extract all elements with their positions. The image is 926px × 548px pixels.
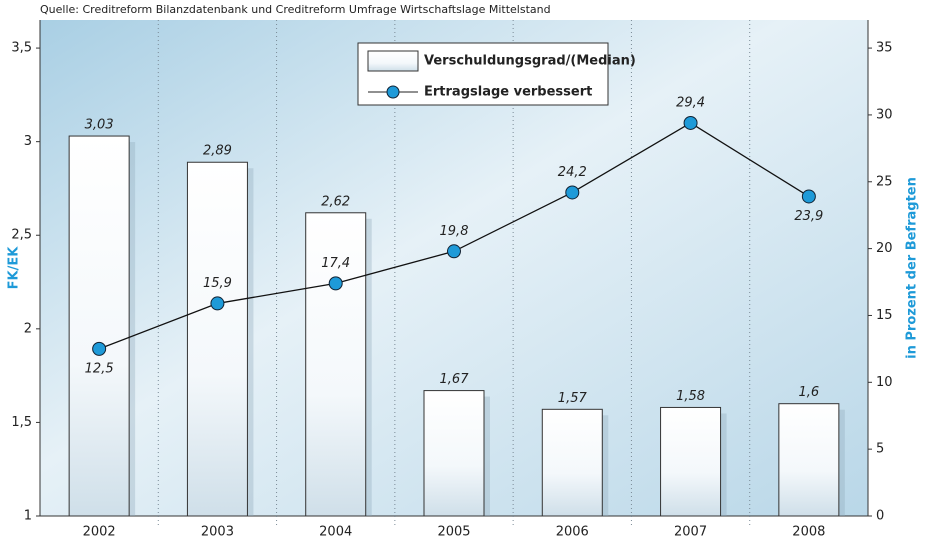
legend-marker <box>387 86 399 98</box>
bar <box>424 391 484 516</box>
y2-tick-label: 20 <box>876 241 893 256</box>
x-tick-label: 2006 <box>556 525 589 540</box>
legend-label: Verschuldungsgrad/(Median) <box>424 54 636 69</box>
y-tick-label: 3,5 <box>11 41 32 56</box>
bar <box>187 162 247 516</box>
line-marker <box>566 186 579 199</box>
bar <box>542 409 602 516</box>
legend-label: Ertragslage verbessert <box>424 85 592 100</box>
y-tick-label: 2 <box>24 321 32 336</box>
y2-tick-label: 15 <box>876 308 893 323</box>
y-axis-title: FK/EK <box>7 246 22 290</box>
y-tick-label: 1 <box>24 509 32 524</box>
legend-bar-swatch <box>368 51 418 71</box>
bar <box>661 407 721 516</box>
line-marker <box>802 190 815 203</box>
bar <box>69 136 129 516</box>
x-tick-label: 2003 <box>201 525 234 540</box>
line-marker <box>684 116 697 129</box>
line-marker <box>211 297 224 310</box>
x-tick-label: 2002 <box>83 525 116 540</box>
chart: Quelle: Creditreform Bilanzdatenbank und… <box>0 0 926 544</box>
line-marker <box>93 342 106 355</box>
line-value-label: 15,9 <box>203 276 232 291</box>
line-marker <box>448 245 461 258</box>
line-value-label: 19,8 <box>440 224 469 239</box>
y-tick-label: 3 <box>24 134 32 149</box>
y2-tick-label: 5 <box>876 442 884 457</box>
line-value-label: 23,9 <box>794 209 823 224</box>
bar-value-label: 1,58 <box>676 389 705 404</box>
bar-value-label: 1,6 <box>799 385 820 400</box>
line-value-label: 24,2 <box>558 165 587 180</box>
x-tick-label: 2004 <box>319 525 352 540</box>
line-value-label: 17,4 <box>321 256 350 271</box>
bar-value-label: 3,03 <box>85 118 114 133</box>
x-tick-label: 2008 <box>792 525 825 540</box>
y2-tick-label: 35 <box>876 41 893 56</box>
y2-tick-label: 0 <box>876 509 884 524</box>
y-tick-label: 1,5 <box>11 415 32 430</box>
y2-tick-label: 10 <box>876 375 893 390</box>
legend: Verschuldungsgrad/(Median) Ertragslage v… <box>358 43 636 105</box>
y-tick-label: 2,5 <box>11 228 32 243</box>
x-tick-label: 2005 <box>437 525 470 540</box>
bar-value-label: 1,67 <box>440 372 470 387</box>
y2-tick-label: 25 <box>876 174 893 189</box>
bar <box>779 404 839 516</box>
bar-value-label: 2,89 <box>203 144 232 159</box>
bar-value-label: 1,57 <box>558 391 588 406</box>
y2-axis-title: in Prozent der Befragten <box>905 177 920 359</box>
y2-tick-label: 30 <box>876 107 893 122</box>
source: Quelle: Creditreform Bilanzdatenbank und… <box>40 3 551 16</box>
line-value-label: 29,4 <box>676 95 705 110</box>
line-value-label: 12,5 <box>85 361 114 376</box>
bar-value-label: 2,62 <box>321 194 350 209</box>
line-marker <box>329 277 342 290</box>
x-tick-label: 2007 <box>674 525 707 540</box>
